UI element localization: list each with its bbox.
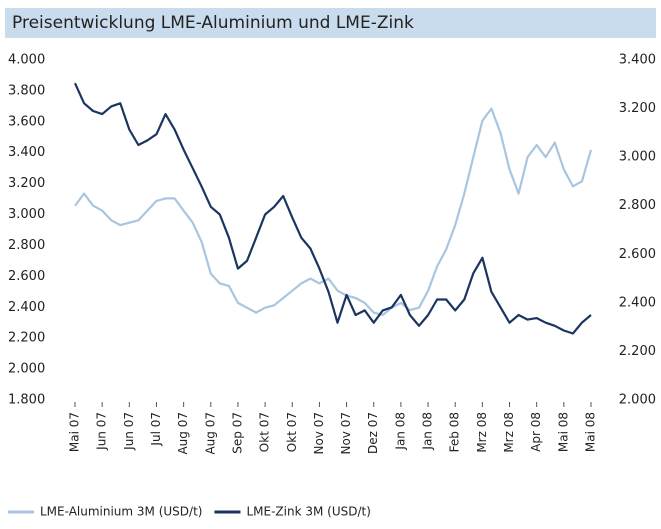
x-tick-label: Mai 07 [68,412,82,452]
x-tick-label: Mrz 08 [502,412,516,453]
x-tick-label: Jun 07 [95,412,109,451]
x-tick-label: Feb 08 [448,412,462,452]
y-tick-label: 2.400 [8,300,45,315]
y-tick-label: 3.000 [8,207,45,222]
y-tick-label: 2.000 [8,362,45,377]
x-tick-label: Okt 07 [258,412,272,452]
x-tick-label: Jan 08 [421,412,435,451]
y2-tick-label: 2.000 [619,393,656,408]
y-tick-label: 3.400 [8,145,45,160]
y-tick-label: 2.600 [8,269,45,284]
x-tick-label: Aug 07 [176,412,190,455]
y-tick-label: 3.800 [8,83,45,98]
x-tick-label: Mai 08 [556,412,570,452]
x-tick-label: Mai 08 [584,412,598,452]
x-tick-label: Jan 08 [393,412,407,451]
x-tick-label: Okt 07 [285,412,299,452]
y2-tick-label: 2.600 [619,247,656,262]
series-line [74,107,593,317]
legend-label: LME-Zink 3M (USD/t) [246,505,370,519]
x-tick-label: Aug 07 [203,412,217,455]
y-tick-label: 1.800 [8,393,45,408]
x-tick-label: Apr 08 [529,412,543,452]
title-bar [5,8,656,38]
chart-title: Preisentwicklung LME-Aluminium und LME-Z… [12,13,414,33]
legend-label: LME-Aluminium 3M (USD/t) [40,505,202,519]
y2-tick-label: 2.800 [619,198,656,213]
x-tick-label: Jul 07 [149,412,163,447]
y2-tick-label: 3.400 [619,53,656,68]
y-tick-label: 3.600 [8,114,45,129]
x-tick-label: Jun 07 [122,412,136,451]
y2-tick-label: 2.200 [619,344,656,359]
y-tick-label: 3.200 [8,176,45,191]
x-tick-label: Nov 07 [339,412,353,455]
y-tick-label: 4.000 [8,53,45,68]
x-tick-label: Nov 07 [312,412,326,455]
y-tick-label: 2.200 [8,331,45,346]
y2-tick-label: 2.400 [619,295,656,310]
y-tick-label: 2.800 [8,238,45,253]
x-tick-label: Sep 07 [230,412,244,454]
x-tick-label: Mrz 08 [475,412,489,453]
series-line [73,82,592,335]
y2-tick-label: 3.000 [619,150,656,165]
y2-tick-label: 3.200 [619,101,656,116]
x-tick-label: Dez 07 [366,412,380,454]
